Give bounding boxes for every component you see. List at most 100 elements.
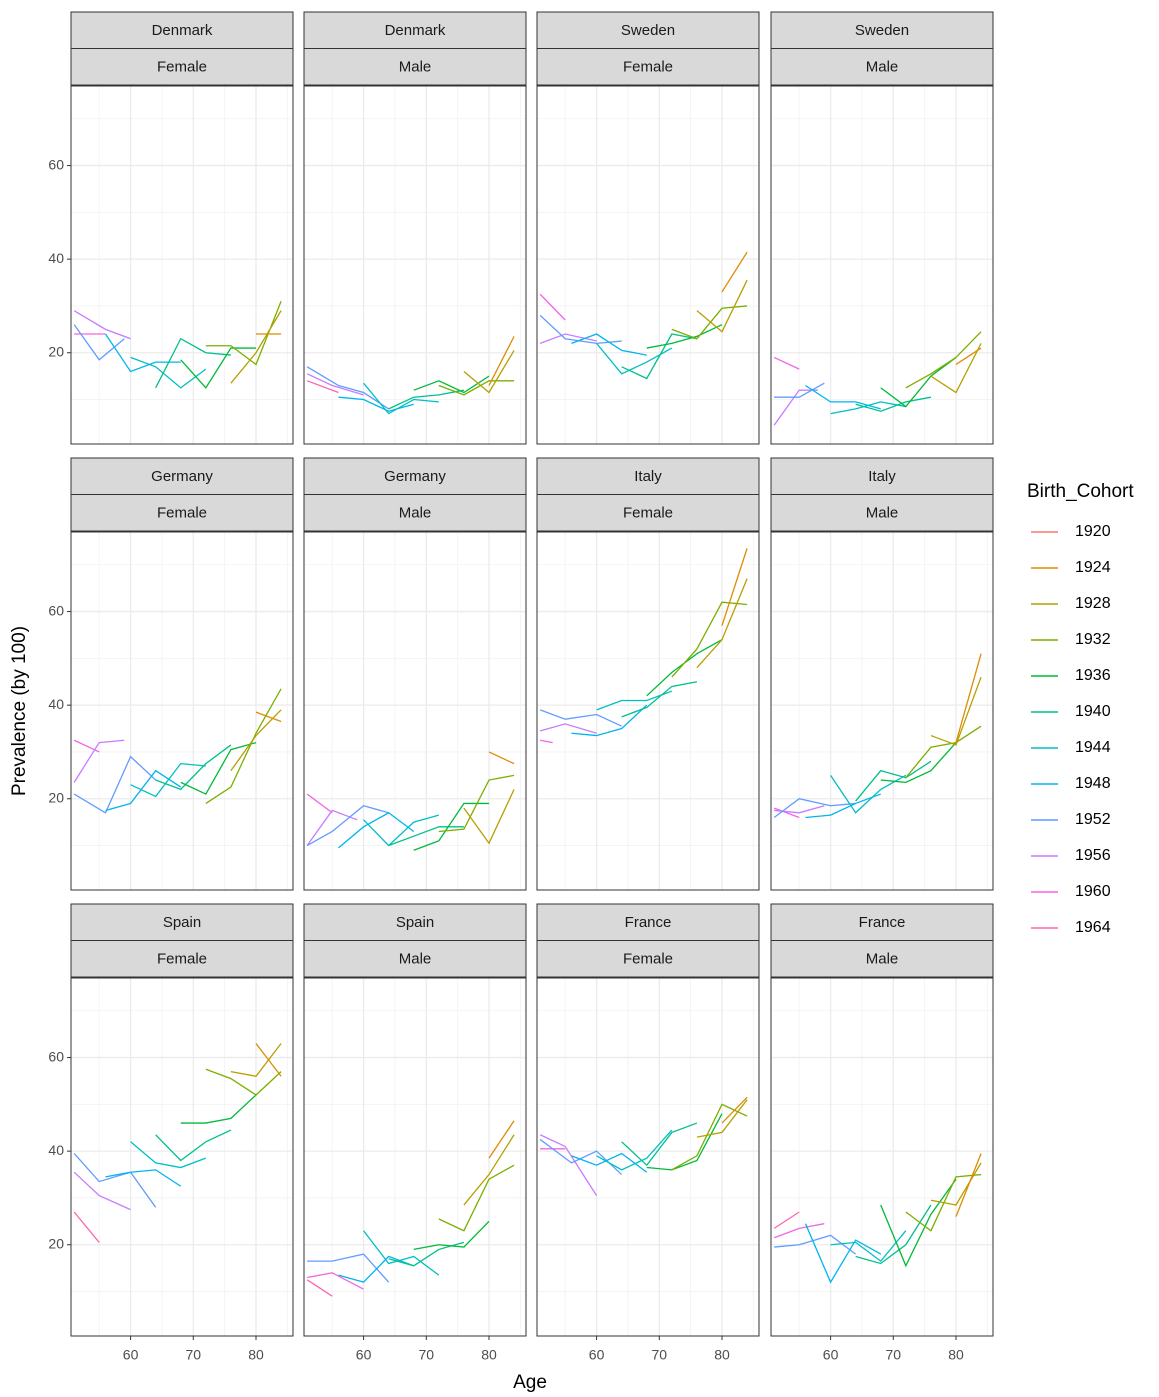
strip <box>303 494 527 532</box>
cohort-line <box>540 739 553 744</box>
cohort-line <box>155 1129 232 1162</box>
cohort-line <box>905 331 982 389</box>
strip-label: Female <box>157 505 207 522</box>
cohort-line <box>180 1094 257 1124</box>
strip-label: Germany <box>384 468 446 485</box>
strip <box>536 457 760 495</box>
y-tick-label: 60 <box>48 156 64 172</box>
cohort-line <box>105 1169 182 1187</box>
strip <box>770 457 994 495</box>
panel-border <box>303 531 527 891</box>
cohort-line <box>155 744 232 791</box>
cohort-line <box>307 1253 390 1283</box>
strip-label: Male <box>866 951 899 968</box>
cohort-line <box>180 347 256 389</box>
cohort-line <box>306 805 389 847</box>
y-tick-label: 40 <box>48 1142 64 1158</box>
x-tick-label: 80 <box>948 1347 964 1363</box>
cohort-line <box>571 333 647 356</box>
x-tick-label: 70 <box>185 1347 201 1363</box>
panel-background <box>71 978 293 1336</box>
legend-label: 1952 <box>1075 811 1111 828</box>
strip <box>70 11 294 49</box>
cohort-line <box>73 310 131 340</box>
cohort-line <box>413 375 490 394</box>
cohort-line <box>671 601 748 678</box>
strip <box>303 903 527 941</box>
y-tick-label: 60 <box>48 1048 64 1064</box>
cohort-line <box>306 366 390 410</box>
strip <box>303 48 527 86</box>
cohort-line <box>205 1068 282 1096</box>
strip-label: Female <box>623 505 673 522</box>
cohort-line <box>773 807 800 819</box>
x-tick-label: 80 <box>714 1347 730 1363</box>
cohort-line <box>855 1204 932 1265</box>
panel-border <box>536 85 760 445</box>
strip-label: Male <box>399 59 432 76</box>
cohort-line <box>774 382 825 398</box>
panel-background <box>537 532 759 890</box>
x-tick-label: 70 <box>418 1347 434 1363</box>
panel-border <box>770 977 994 1337</box>
cohort-line <box>130 1141 207 1169</box>
cohort-line <box>130 356 207 389</box>
cohort-line <box>438 774 515 833</box>
cohort-line <box>73 1211 100 1243</box>
cohort-line <box>180 741 257 795</box>
cohort-line <box>463 350 515 394</box>
cohort-line <box>255 711 282 723</box>
cohort-line <box>774 1234 857 1255</box>
cohort-line <box>488 751 515 765</box>
cohort-line <box>230 1043 282 1077</box>
cohort-line <box>306 1279 333 1297</box>
cohort-line <box>306 380 339 394</box>
strip-label: Male <box>399 951 432 968</box>
strip <box>303 940 527 978</box>
panel-border <box>770 531 994 891</box>
strip <box>536 494 760 532</box>
strip <box>536 940 760 978</box>
strip-label: Germany <box>151 468 213 485</box>
panel-border <box>70 85 294 445</box>
panel-border <box>70 531 294 891</box>
cohort-line <box>255 1043 282 1077</box>
strip-label: Female <box>157 59 207 76</box>
x-tick-label: 80 <box>481 1347 497 1363</box>
y-tick-label: 60 <box>48 602 64 618</box>
strip-label: Female <box>623 951 673 968</box>
strip <box>303 11 527 49</box>
cohort-line <box>880 1178 957 1268</box>
cohort-line <box>696 1099 748 1138</box>
cohort-line <box>105 769 182 812</box>
cohort-line <box>773 798 856 818</box>
strip <box>536 48 760 86</box>
legend-label: 1964 <box>1075 919 1111 936</box>
strip-label: Female <box>157 951 207 968</box>
strip-label: Denmark <box>385 22 446 39</box>
legend-label: 1936 <box>1075 667 1111 684</box>
cohort-line <box>463 789 515 845</box>
strip-label: Spain <box>163 914 201 931</box>
strip-label: Sweden <box>855 22 909 39</box>
cohort-line <box>596 690 673 711</box>
cohort-line <box>880 356 957 408</box>
cohort-line <box>955 653 982 743</box>
cohort-line <box>73 739 125 783</box>
panel-border <box>303 85 527 445</box>
cohort-line <box>621 1122 698 1167</box>
panel-background <box>771 978 993 1336</box>
strip <box>70 48 294 86</box>
cohort-line <box>363 382 439 415</box>
cohort-line <box>855 396 932 412</box>
x-tick-label: 60 <box>589 1347 605 1363</box>
cohort-line <box>721 1096 748 1124</box>
cohort-line <box>363 814 440 847</box>
panel-border <box>303 977 527 1337</box>
cohort-line <box>930 676 982 746</box>
panel-border <box>536 977 760 1337</box>
cohort-line <box>363 1230 440 1276</box>
legend-label: 1928 <box>1075 595 1111 612</box>
cohort-line <box>539 293 566 321</box>
